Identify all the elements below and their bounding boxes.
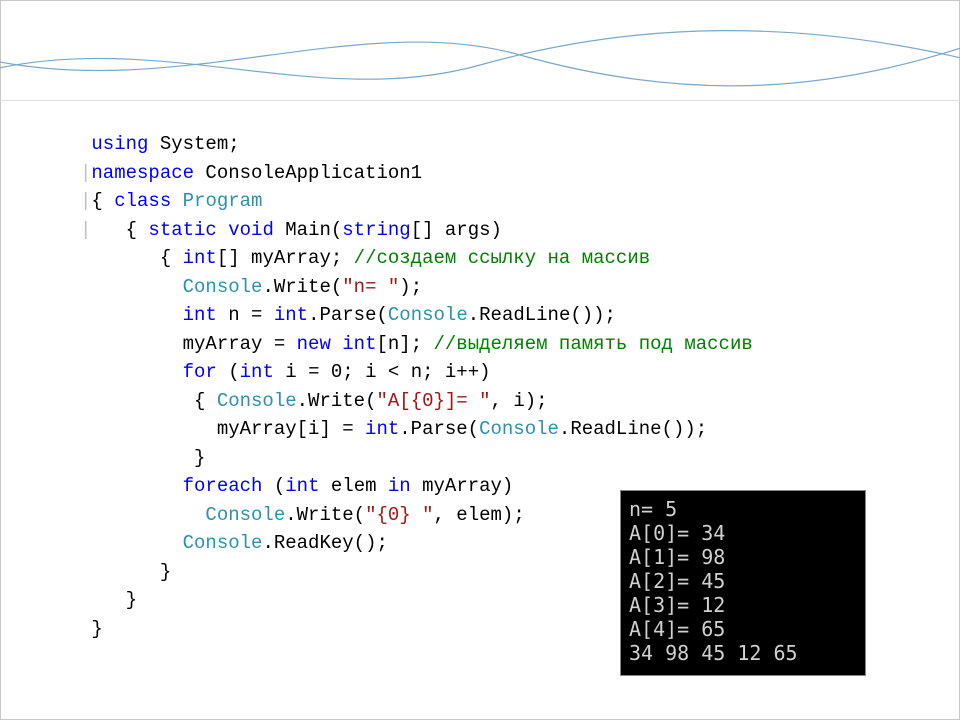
code-token: int <box>342 333 376 355</box>
code-line: } <box>80 444 753 473</box>
code-token: [n]; <box>376 333 433 355</box>
code-token: int <box>274 304 308 326</box>
code-token: .Parse( <box>308 304 388 326</box>
code-token: { <box>91 190 114 212</box>
code-token: System; <box>148 133 239 155</box>
console-output: n= 5 A[0]= 34 A[1]= 98 A[2]= 45 A[3]= 12… <box>620 490 866 676</box>
code-token <box>80 532 183 554</box>
code-token: int <box>365 418 399 440</box>
code-token: class <box>114 190 171 212</box>
code-token: //выделяем память под массив <box>434 333 753 355</box>
code-token: .ReadLine()); <box>559 418 707 440</box>
code-token: { <box>80 390 217 412</box>
code-token: | <box>80 190 91 212</box>
code-token: | <box>80 219 91 241</box>
code-token: for <box>183 361 217 383</box>
code-line: |namespace ConsoleApplication1 <box>80 159 753 188</box>
code-token: Console <box>217 390 297 412</box>
wave-svg <box>0 0 960 100</box>
code-token <box>80 361 183 383</box>
code-token: ConsoleApplication1 <box>194 162 422 184</box>
code-token: .Write( <box>262 276 342 298</box>
code-token: myArray) <box>411 475 514 497</box>
code-token: .ReadKey(); <box>262 532 387 554</box>
code-token: in <box>388 475 411 497</box>
code-token: Main( <box>274 219 342 241</box>
code-token <box>80 133 91 155</box>
code-token <box>217 219 228 241</box>
code-token <box>80 304 183 326</box>
code-token: Console <box>388 304 468 326</box>
code-token: .Write( <box>285 504 365 526</box>
code-token <box>80 276 183 298</box>
code-token: foreach <box>183 475 263 497</box>
code-token: int <box>285 475 319 497</box>
wave-path-2 <box>0 42 960 86</box>
code-token: .Write( <box>297 390 377 412</box>
code-line: myArray = new int[n]; //выделяем память … <box>80 330 753 359</box>
code-token: , i); <box>491 390 548 412</box>
code-token: static <box>148 219 216 241</box>
code-line: |{ class Program <box>80 187 753 216</box>
code-token: new <box>297 333 331 355</box>
code-token: [] args) <box>411 219 502 241</box>
decorative-wave <box>0 0 960 101</box>
code-token: int <box>240 361 274 383</box>
code-line: { Console.Write("A[{0}]= ", i); <box>80 387 753 416</box>
code-token <box>171 190 182 212</box>
code-token: Console <box>183 532 263 554</box>
code-token <box>331 333 342 355</box>
code-token: //создаем ссылку на массив <box>354 247 650 269</box>
code-token: elem <box>319 475 387 497</box>
code-token: n = <box>217 304 274 326</box>
code-token: .Parse( <box>399 418 479 440</box>
code-token: Console <box>183 276 263 298</box>
code-token: Program <box>183 190 263 212</box>
code-token: "A[{0}]= " <box>376 390 490 412</box>
code-token: { <box>91 219 148 241</box>
code-token: { <box>80 247 183 269</box>
code-token: myArray[i] = <box>80 418 365 440</box>
code-token: , elem); <box>434 504 525 526</box>
code-token: Console <box>479 418 559 440</box>
code-token: void <box>228 219 274 241</box>
code-token: i = 0; i < n; i++) <box>274 361 491 383</box>
code-line: int n = int.Parse(Console.ReadLine()); <box>80 301 753 330</box>
code-line: for (int i = 0; i < n; i++) <box>80 358 753 387</box>
code-token: "n= " <box>342 276 399 298</box>
code-line: using System; <box>80 130 753 159</box>
code-token: int <box>183 247 217 269</box>
code-token: } <box>80 561 171 583</box>
code-token: [] myArray; <box>217 247 354 269</box>
code-token <box>80 475 183 497</box>
code-token <box>80 504 205 526</box>
code-token: } <box>80 618 103 640</box>
code-token: ); <box>399 276 422 298</box>
code-line: Console.Write("n= "); <box>80 273 753 302</box>
code-token: ( <box>262 475 285 497</box>
code-token: } <box>80 589 137 611</box>
code-token: int <box>183 304 217 326</box>
wave-path-1 <box>0 31 960 80</box>
code-token: using <box>91 133 148 155</box>
code-token: "{0} " <box>365 504 433 526</box>
code-token: string <box>342 219 410 241</box>
code-token: | <box>80 162 91 184</box>
code-line: | { static void Main(string[] args) <box>80 216 753 245</box>
code-token: } <box>80 447 205 469</box>
code-token: namespace <box>91 162 194 184</box>
code-token: myArray = <box>80 333 297 355</box>
code-line: { int[] myArray; //создаем ссылку на мас… <box>80 244 753 273</box>
code-line: myArray[i] = int.Parse(Console.ReadLine(… <box>80 415 753 444</box>
code-token: Console <box>205 504 285 526</box>
code-token: .ReadLine()); <box>468 304 616 326</box>
code-token: ( <box>217 361 240 383</box>
